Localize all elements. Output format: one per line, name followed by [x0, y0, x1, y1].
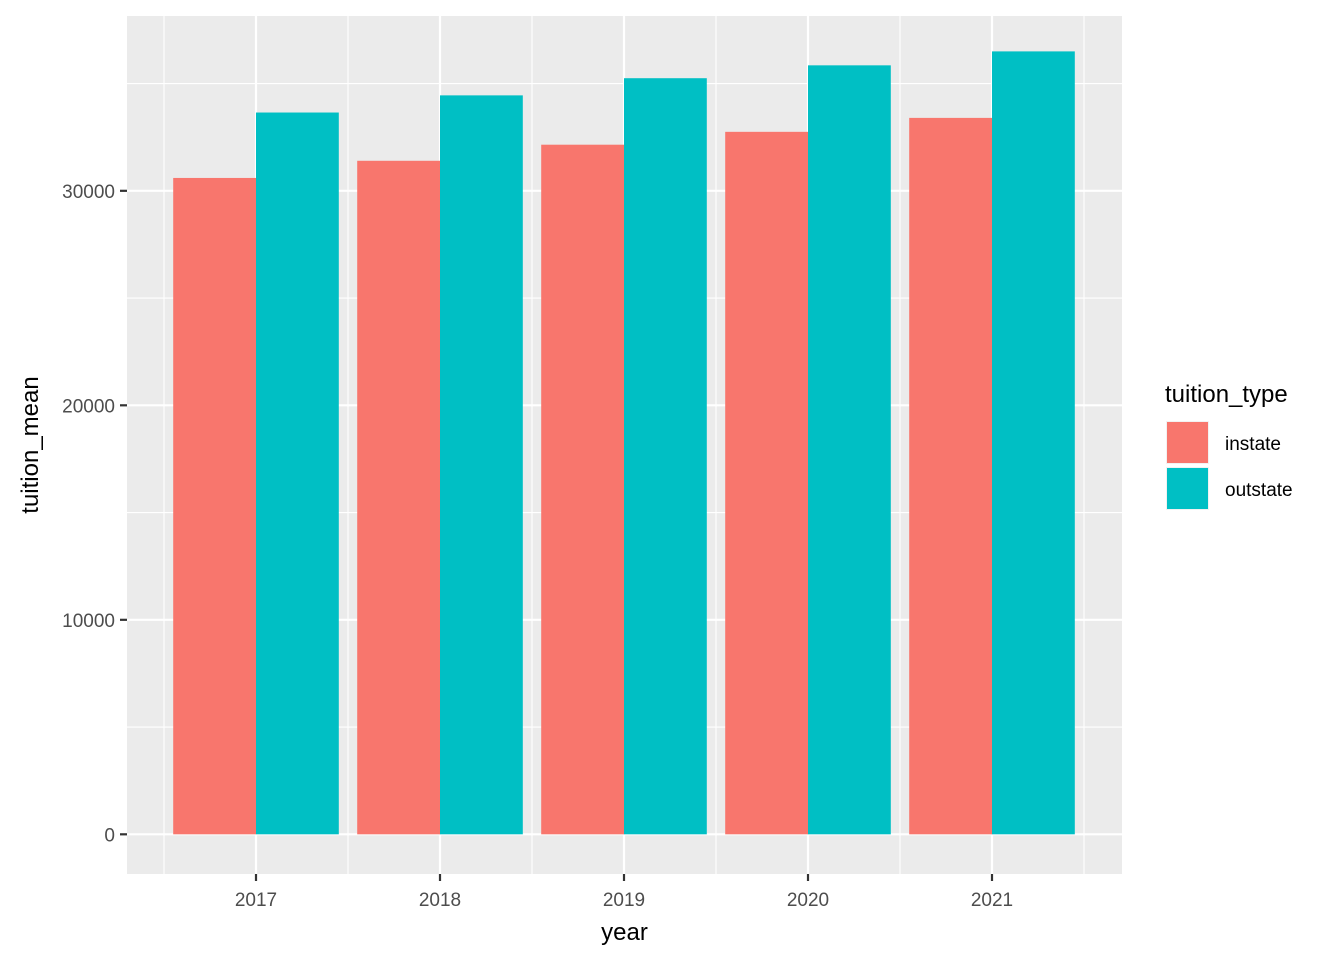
bar-outstate-2018	[440, 95, 523, 835]
x-tick-label: 2018	[419, 890, 461, 911]
x-axis-title: year	[601, 919, 648, 946]
bar-outstate-2020	[808, 65, 891, 835]
bar-outstate-2017	[256, 112, 339, 835]
bar-instate-2021	[909, 117, 992, 835]
bar-outstate-2019	[624, 78, 707, 835]
bar-instate-2017	[173, 177, 256, 835]
bar-outstate-2021	[992, 51, 1075, 835]
bar-instate-2018	[357, 160, 440, 835]
y-axis-title: tuition_mean	[17, 376, 44, 513]
legend-items: instate outstate	[1166, 421, 1293, 510]
y-tick-label: 20000	[62, 396, 115, 417]
y-tick-label: 10000	[62, 611, 115, 632]
y-axis: 0 10000 20000 30000	[62, 182, 127, 846]
legend: tuition_type instate outstate	[1165, 381, 1293, 510]
x-axis: 2017 2018 2019 2020 2021	[235, 874, 1013, 911]
bar-instate-2019	[541, 144, 624, 835]
x-tick-label: 2017	[235, 890, 277, 911]
bars	[173, 51, 1075, 835]
bar-instate-2020	[725, 131, 808, 835]
legend-swatch-instate	[1167, 422, 1208, 463]
x-tick-label: 2020	[787, 890, 829, 911]
y-tick-label: 30000	[62, 182, 115, 203]
y-tick-label: 0	[104, 825, 115, 846]
legend-label-outstate: outstate	[1225, 480, 1293, 501]
legend-swatch-outstate	[1167, 468, 1208, 509]
x-tick-label: 2019	[603, 890, 645, 911]
legend-title: tuition_type	[1165, 381, 1288, 408]
x-tick-label: 2021	[971, 890, 1013, 911]
legend-label-instate: instate	[1225, 434, 1281, 455]
